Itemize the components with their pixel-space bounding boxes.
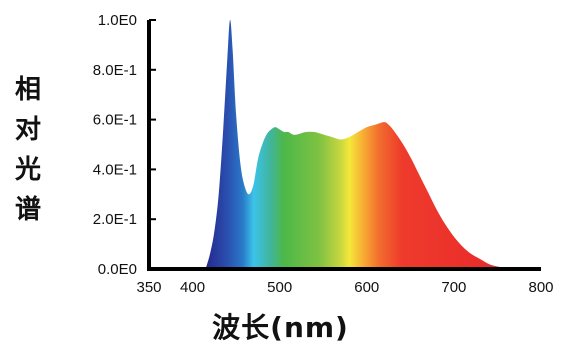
y-tick-label: 2.0E-1 [93,211,137,228]
x-tick-label: 800 [528,279,553,296]
y-axis-ticks: 0.0E0 2.0E-1 4.0E-1 6.0E-1 8.0E-1 1.0E0 [93,12,156,278]
y-tick-label: 4.0E-1 [93,161,137,178]
y-axis-title-char: 相 [14,75,41,105]
x-tick-label: 700 [441,279,466,296]
x-tick-label: 600 [354,279,379,296]
x-tick-label: 400 [180,279,205,296]
y-tick-label: 1.0E0 [98,12,137,29]
x-axis-title: 波长(nm) [212,311,349,344]
x-tick-label: 500 [267,279,292,296]
y-axis-title-char: 对 [14,115,41,145]
x-axis-ticks: 350 400 500 600 700 800 [136,279,553,296]
y-tick-label: 0.0E0 [98,261,137,278]
y-axis-title: 相对光谱 [8,70,48,230]
spectrum-area [205,19,524,270]
x-tick-label: 350 [136,279,161,296]
y-axis-title-char: 谱 [14,195,41,225]
y-axis-title-text: 相对光谱 [8,70,48,230]
y-axis-title-char: 光 [14,155,41,185]
y-tick-label: 6.0E-1 [93,112,137,129]
y-tick-label: 8.0E-1 [93,62,137,79]
